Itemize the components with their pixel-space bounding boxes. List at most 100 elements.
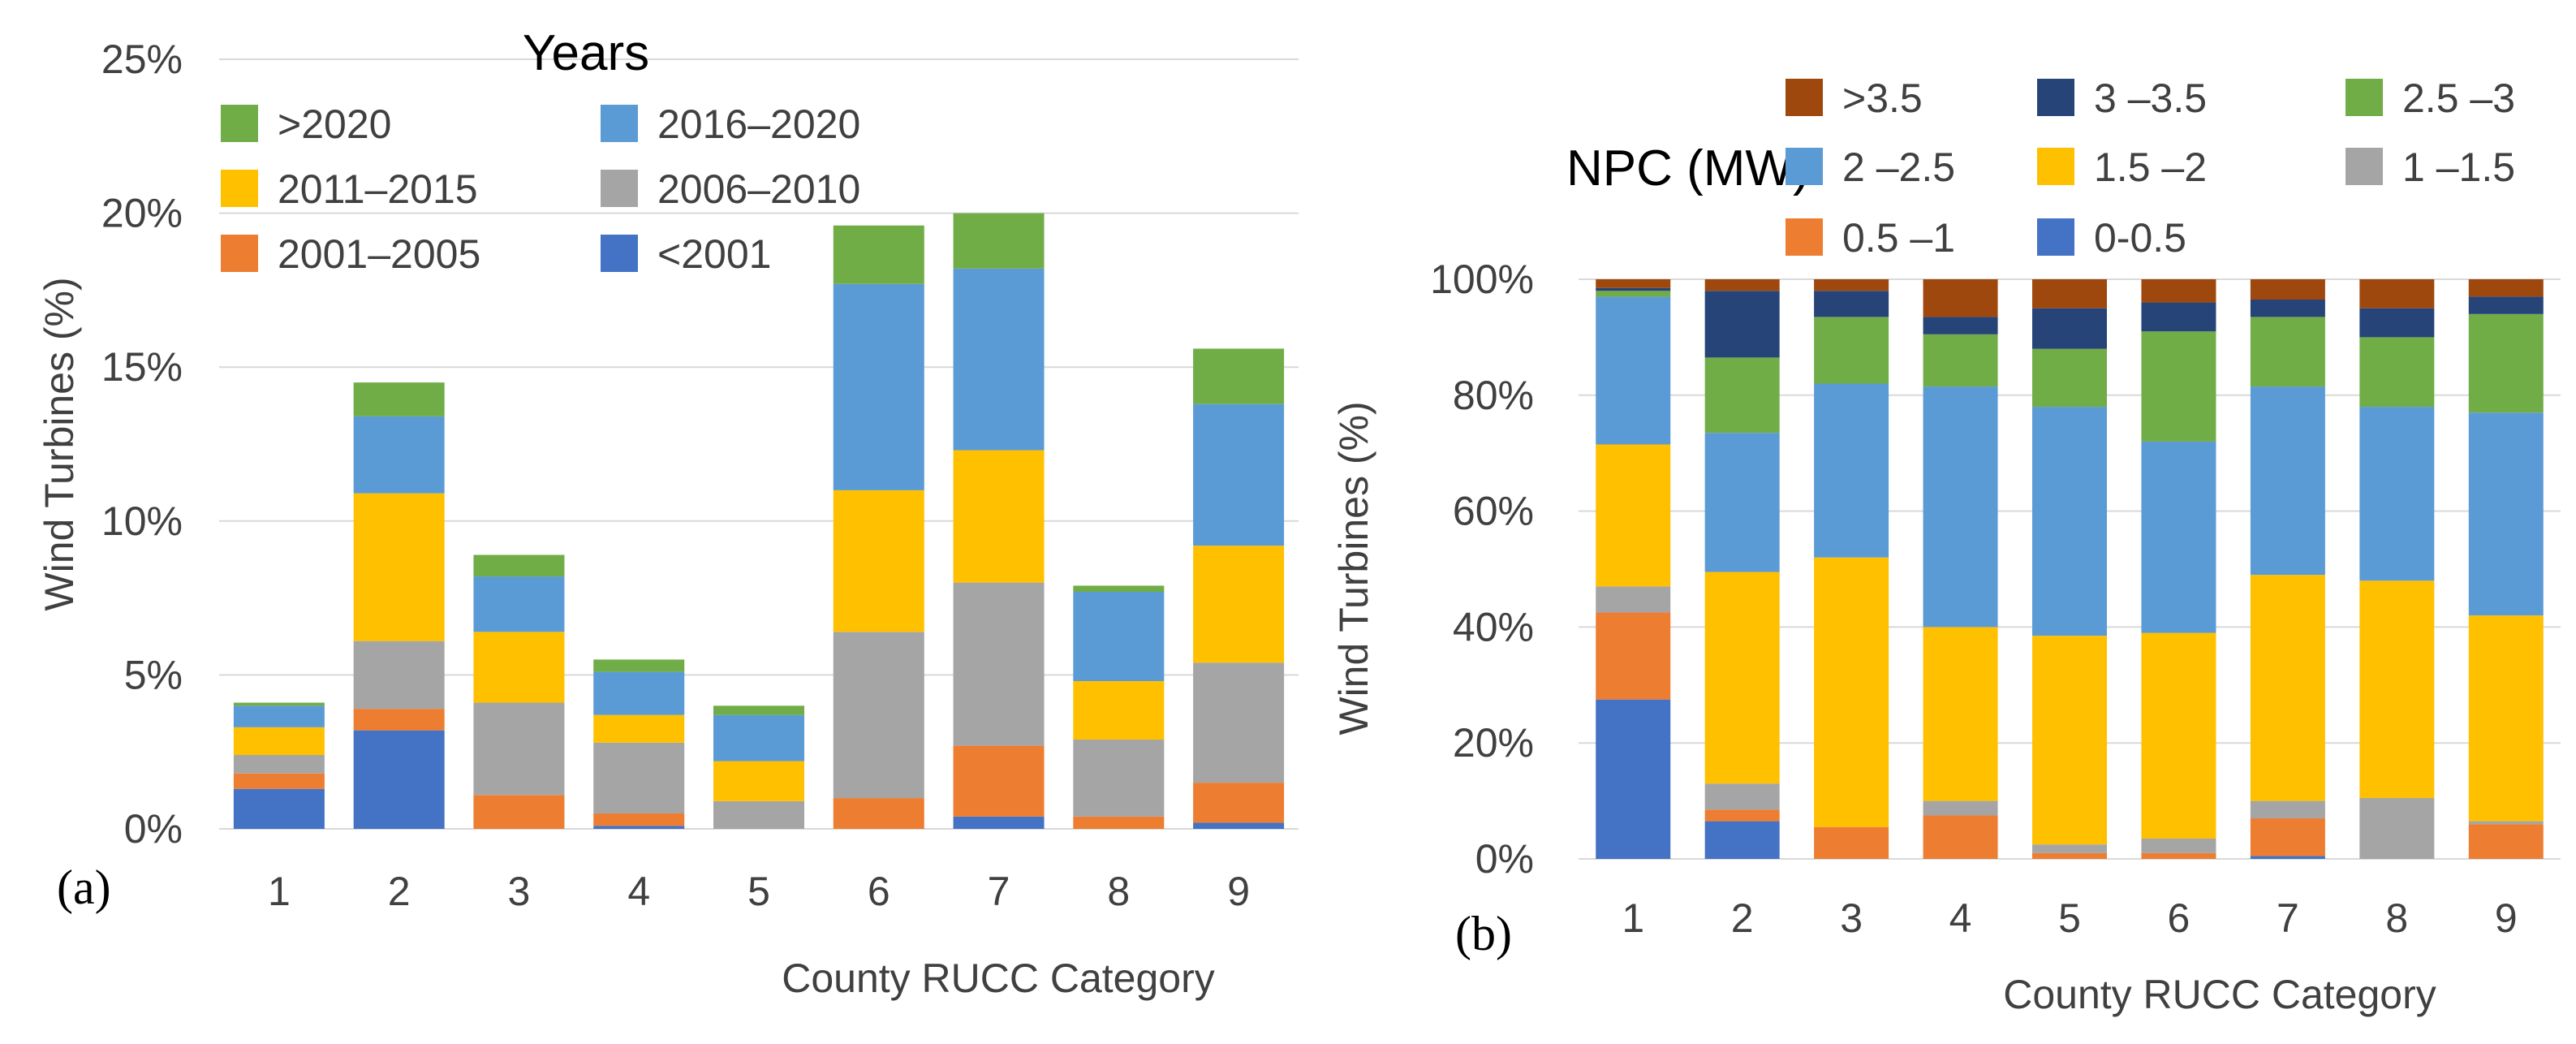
bar-segment-2 –2.5 <box>2250 386 2325 576</box>
y-tick-label: 15% <box>101 344 183 390</box>
legend-swatch <box>1786 148 1823 185</box>
bar-segment->2020 <box>233 702 325 706</box>
bar-segment-1 –1.5 <box>2250 800 2325 819</box>
bar-segment-0.5 –1 <box>2141 852 2216 859</box>
bar-segment->3.5 <box>1596 279 1671 288</box>
legend-item: 2016–2020 <box>601 101 860 147</box>
y-tick-label: 0% <box>1475 836 1534 882</box>
legend-swatch <box>2037 79 2074 116</box>
legend-swatch <box>2037 218 2074 256</box>
x-tick-label: 1 <box>1622 895 1644 941</box>
bar-segment->2020 <box>473 554 565 577</box>
bar-segment-2006–2010 <box>1193 662 1285 783</box>
bar-segment-2001–2005 <box>593 813 685 826</box>
bar-segment-2001–2005 <box>833 798 924 829</box>
bar-segment-2006–2010 <box>353 641 445 710</box>
legend-title: Years <box>523 25 649 81</box>
panel-letter: (b) <box>1455 907 1512 960</box>
bar-segment-0.5 –1 <box>2032 852 2107 859</box>
bar-segment->2020 <box>1193 348 1285 404</box>
bar-segment->3.5 <box>1704 279 1780 291</box>
bar-segment-1.5 –2 <box>1814 557 1889 827</box>
bar-segment-0.5 –1 <box>2250 818 2325 856</box>
legend-label: 2001–2005 <box>278 231 480 277</box>
bar-segment-2006–2010 <box>593 742 685 814</box>
y-tick-label: 10% <box>101 498 183 544</box>
legend-label: <2001 <box>657 231 771 277</box>
bar-segment-2011–2015 <box>233 727 325 755</box>
bar-segment-2.5 –3 <box>1923 334 1998 387</box>
legend-swatch <box>601 105 638 142</box>
bar-segment-2001–2005 <box>953 745 1045 817</box>
bar-segment-2006–2010 <box>953 582 1045 746</box>
y-tick-label: 100% <box>1430 257 1534 302</box>
bar-segment-1 –1.5 <box>2468 821 2544 825</box>
bar-segment-0-0.5 <box>1596 699 1671 859</box>
legend-item: 2001–2005 <box>221 231 480 277</box>
bar-segment-3 –3.5 <box>1814 291 1889 317</box>
legend-label: 0.5 –1 <box>1842 215 1955 261</box>
bar-segment->3.5 <box>2250 279 2325 300</box>
bar-segment-1.5 –2 <box>1596 444 1671 587</box>
bar-segment-2001–2005 <box>233 773 325 789</box>
legend-item: 2011–2015 <box>221 166 478 212</box>
bar-segment-1.5 –2 <box>2032 636 2107 845</box>
legend-swatch <box>221 170 258 207</box>
bar-segment-2016–2020 <box>233 705 325 727</box>
legend-swatch <box>2037 148 2074 185</box>
y-axis-label: Wind Turbines (%) <box>37 277 82 610</box>
y-tick-label: 0% <box>124 806 183 852</box>
bar-segment-3 –3.5 <box>2359 308 2435 338</box>
bar-segment->3.5 <box>1814 279 1889 291</box>
bar-segment-2016–2020 <box>1193 403 1285 546</box>
bar-segment-1 –1.5 <box>2141 839 2216 853</box>
bar-segment-2016–2020 <box>473 576 565 632</box>
legend-item: 3 –3.5 <box>2037 75 2207 121</box>
bar-segment-0.5 –1 <box>1814 826 1889 859</box>
legend-item: 1 –1.5 <box>2346 145 2515 190</box>
bar-segment->2020 <box>713 705 804 715</box>
y-tick-label: 80% <box>1453 373 1534 418</box>
bar-segment-2006–2010 <box>1073 740 1165 817</box>
bar-segment-2 –2.5 <box>2032 407 2107 636</box>
bar-segment-2.5 –3 <box>2032 348 2107 408</box>
x-tick-label: 4 <box>1949 895 1972 941</box>
bar-segment->3.5 <box>2032 279 2107 308</box>
x-tick-label: 5 <box>2058 895 2081 941</box>
legend-label: 2016–2020 <box>657 101 860 147</box>
bar-segment-1.5 –2 <box>1923 627 1998 801</box>
bar-segment-0.5 –1 <box>1923 815 1998 859</box>
bar-segment-2 –2.5 <box>2359 407 2435 581</box>
bar-segment-<2001 <box>953 816 1045 829</box>
x-tick-label: 7 <box>988 869 1010 914</box>
x-tick-label: 2 <box>1731 895 1754 941</box>
bar-segment->2020 <box>593 659 685 672</box>
bar-segment-3 –3.5 <box>1704 291 1780 358</box>
y-axis-label: Wind Turbines (%) <box>1331 401 1376 735</box>
y-tick-label: 25% <box>101 37 183 82</box>
legend-swatch <box>221 235 258 272</box>
bar-segment-2.5 –3 <box>1704 357 1780 434</box>
bar-segment-0-0.5 <box>2250 856 2325 859</box>
bar-segment-1.5 –2 <box>2359 580 2435 799</box>
bar-segment-2011–2015 <box>713 761 804 801</box>
y-tick-label: 40% <box>1453 604 1534 649</box>
bar-segment-1 –1.5 <box>1923 800 1998 816</box>
bar-segment-3 –3.5 <box>2141 302 2216 332</box>
x-tick-label: 1 <box>268 869 291 914</box>
x-tick-label: 9 <box>2495 895 2518 941</box>
bar-segment-1.5 –2 <box>2250 575 2325 801</box>
bar-segment-2001–2005 <box>473 795 565 829</box>
bar-segment-<2001 <box>1193 822 1285 829</box>
legend-swatch <box>221 105 258 142</box>
legend-item: 1.5 –2 <box>2037 145 2207 190</box>
bar-segment->2020 <box>953 213 1045 269</box>
bar-segment-2.5 –3 <box>1596 291 1671 297</box>
legend-swatch <box>601 235 638 272</box>
bar-segment-2006–2010 <box>833 632 924 799</box>
legend-swatch <box>2346 148 2383 185</box>
bar-segment-2011–2015 <box>1073 680 1165 740</box>
bar-segment-2011–2015 <box>473 632 565 703</box>
bar-segment-1 –1.5 <box>1704 783 1780 810</box>
